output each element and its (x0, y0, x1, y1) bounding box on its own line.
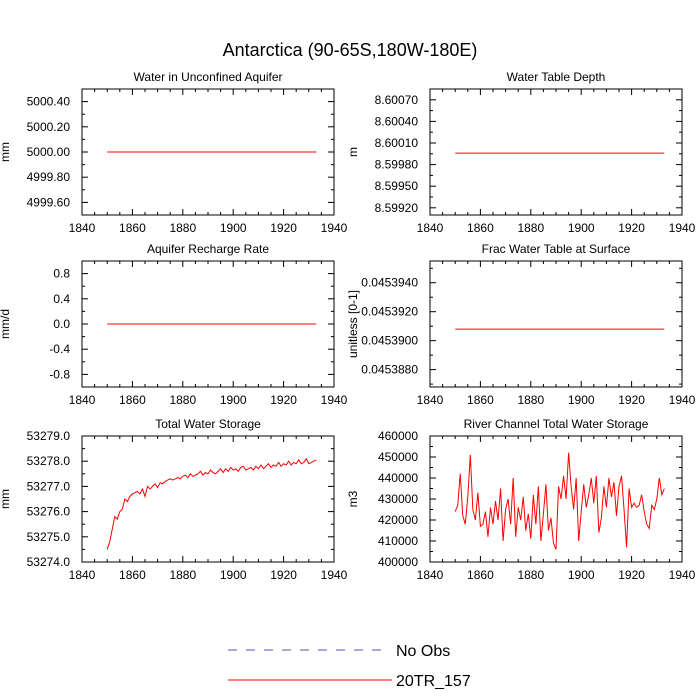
y-tick-label: 8.59950 (375, 179, 419, 193)
x-tick-label: 1940 (669, 221, 696, 235)
y-tick-label: 8.60010 (375, 136, 419, 150)
x-tick-label: 1920 (618, 393, 645, 407)
y-tick-label: 0.0453920 (361, 305, 418, 319)
x-tick-label: 1840 (69, 221, 96, 235)
x-tick-label: 1900 (220, 568, 247, 582)
y-tick-label: 420000 (378, 513, 418, 527)
chart-panel-2: Water Table Depth m 1840 1860 1880 1900 1920 19… (346, 70, 696, 235)
x-tick-label: 1900 (568, 221, 595, 235)
y-axis-label: m (346, 147, 360, 157)
series-line-20tr-157 (106, 457, 317, 550)
x-tick-label: 1940 (669, 393, 696, 407)
x-tick-label: 1900 (568, 393, 595, 407)
y-axis-label: m3 (346, 490, 360, 507)
panel-title: Water in Unconfined Aquifer (134, 70, 283, 84)
panel-title: Frac Water Table at Surface (482, 242, 631, 256)
y-tick-label: 450000 (378, 450, 418, 464)
panel-title: Total Water Storage (155, 417, 261, 431)
y-tick-label: -0.4 (49, 342, 70, 356)
series-line-20tr-157 (454, 452, 665, 550)
x-tick-label: 1880 (517, 393, 544, 407)
x-tick-label: 1920 (270, 393, 297, 407)
legend-label-20tr-157: 20TR_157 (396, 673, 471, 690)
x-tick-label: 1900 (568, 568, 595, 582)
y-tick-label: 8.59980 (375, 158, 419, 172)
y-axis-label: mm (0, 489, 12, 509)
x-tick-label: 1880 (169, 393, 196, 407)
panel-title: River Channel Total Water Storage (464, 417, 649, 431)
legend: No Obs 20TR_157 (228, 643, 471, 690)
y-tick-label: 400000 (378, 555, 418, 569)
x-tick-label: 1940 (321, 393, 348, 407)
y-tick-label: 410000 (378, 534, 418, 548)
x-tick-label: 1840 (417, 568, 444, 582)
x-tick-label: 1860 (119, 221, 146, 235)
legend-label-no-obs: No Obs (396, 643, 450, 660)
x-tick-label: 1860 (119, 568, 146, 582)
x-tick-label: 1920 (618, 221, 645, 235)
x-tick-label: 1940 (321, 568, 348, 582)
y-axis-label: mm (0, 142, 12, 162)
y-tick-label: 0.8 (53, 267, 70, 281)
panel-title: Water Table Depth (507, 70, 606, 84)
x-tick-label: 1940 (321, 221, 348, 235)
y-tick-label: 460000 (378, 429, 418, 443)
y-tick-label: 440000 (378, 471, 418, 485)
plot-frame (429, 260, 683, 388)
x-tick-label: 1920 (270, 568, 297, 582)
y-tick-label: 53276.0 (27, 505, 71, 519)
x-tick-label: 1880 (169, 568, 196, 582)
y-tick-label: 8.60040 (375, 114, 419, 128)
y-tick-label: 53279.0 (27, 429, 71, 443)
chart-panel-5: Total Water Storage mm 1840 1860 1880 1900 192… (0, 417, 348, 582)
y-tick-label: 5000.00 (27, 145, 71, 159)
x-tick-label: 1920 (618, 568, 645, 582)
x-tick-label: 1840 (417, 221, 444, 235)
x-tick-label: 1860 (119, 393, 146, 407)
figure-title: Antarctica (90-65S,180W-180E) (223, 40, 478, 60)
y-tick-label: 53274.0 (27, 555, 71, 569)
x-tick-label: 1940 (669, 568, 696, 582)
y-tick-label: 0.0 (53, 317, 70, 331)
x-tick-label: 1860 (467, 393, 494, 407)
y-tick-label: 8.59920 (375, 201, 419, 215)
y-tick-label: -0.8 (49, 367, 70, 381)
x-tick-label: 1860 (467, 568, 494, 582)
panel-title: Aquifer Recharge Rate (147, 242, 269, 256)
x-tick-label: 1860 (467, 221, 494, 235)
plot-frame (429, 88, 683, 216)
y-axis-label: mm/d (0, 309, 12, 339)
x-tick-label: 1920 (270, 221, 297, 235)
y-tick-label: 430000 (378, 492, 418, 506)
y-tick-label: 53278.0 (27, 454, 71, 468)
y-tick-label: 0.4 (53, 292, 70, 306)
x-tick-label: 1900 (220, 221, 247, 235)
y-tick-label: 0.0453900 (361, 334, 418, 348)
y-tick-label: 8.60070 (375, 93, 419, 107)
y-tick-label: 0.0453940 (361, 276, 418, 290)
x-tick-label: 1900 (220, 393, 247, 407)
chart-panel-6: River Channel Total Water Storage m3 1840 1… (346, 417, 696, 582)
plot-frame (81, 435, 335, 563)
y-tick-label: 5000.20 (27, 120, 71, 134)
y-tick-label: 4999.80 (27, 170, 71, 184)
x-tick-label: 1880 (169, 221, 196, 235)
y-tick-label: 53275.0 (27, 530, 71, 544)
chart-panel-4: Frac Water Table at Surface unitless [0-1… (346, 242, 696, 407)
x-tick-label: 1840 (69, 568, 96, 582)
y-axis-label: unitless [0-1] (346, 290, 360, 358)
x-tick-label: 1840 (417, 393, 444, 407)
y-tick-label: 0.0453880 (361, 363, 418, 377)
y-tick-label: 5000.40 (27, 95, 71, 109)
x-tick-label: 1880 (517, 221, 544, 235)
chart-panel-1: Water in Unconfined Aquifer mm 1840 1860 188… (0, 70, 348, 235)
chart-panel-3: Aquifer Recharge Rate mm/d 1840 1860 1880 190… (0, 242, 348, 407)
y-tick-label: 4999.60 (27, 195, 71, 209)
x-tick-label: 1840 (69, 393, 96, 407)
x-tick-label: 1880 (517, 568, 544, 582)
y-tick-label: 53277.0 (27, 479, 71, 493)
